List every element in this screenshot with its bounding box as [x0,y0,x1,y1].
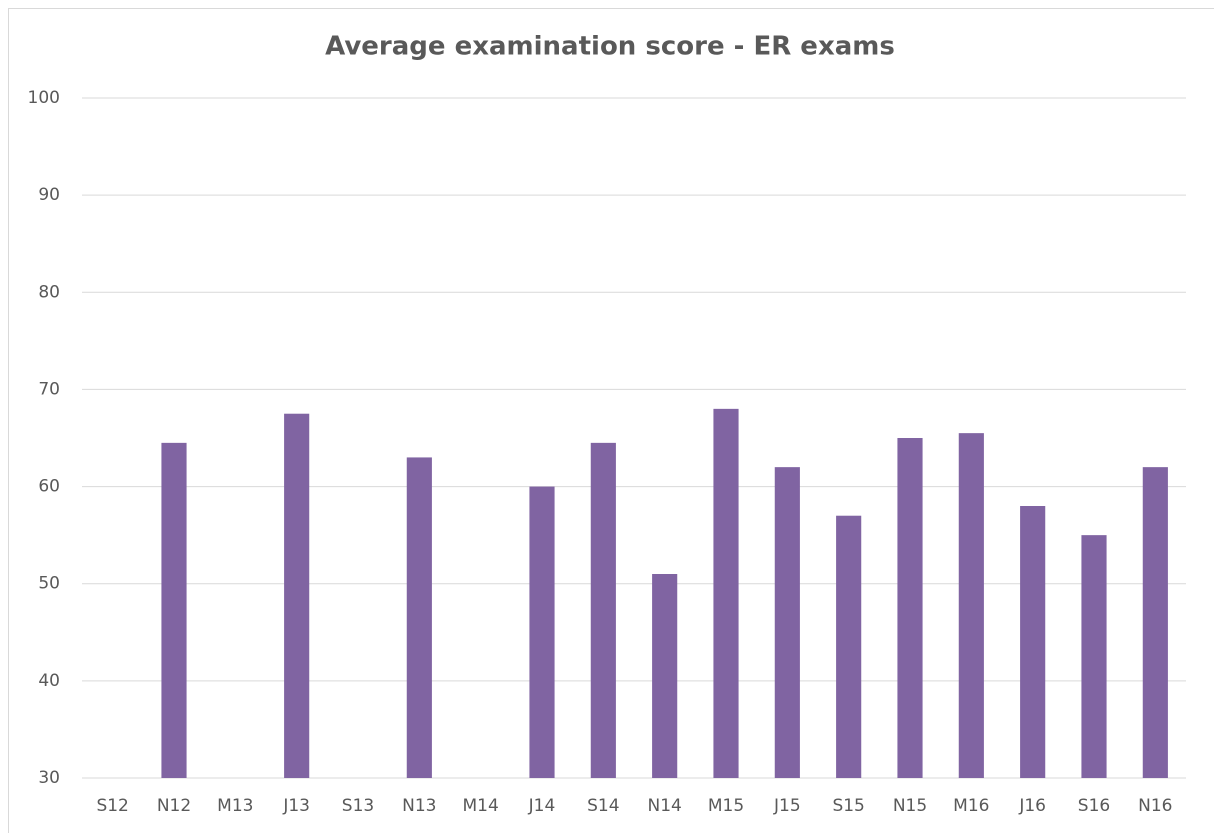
x-tick-label: S14 [587,796,619,816]
x-tick-label: N13 [402,796,436,816]
bar [284,413,310,778]
x-tick-label: N12 [157,796,191,816]
bar [1142,467,1168,778]
x-tick-label: M15 [708,796,744,816]
bar [774,467,800,778]
x-tick-label: N15 [893,796,927,816]
bar [836,515,862,778]
bar [713,408,739,778]
x-tick-label: M14 [463,796,499,816]
y-tick-label: 90 [38,185,60,205]
x-tick-label: S16 [1078,796,1110,816]
x-tick-label: M16 [953,796,989,816]
x-tick-label: N14 [647,796,681,816]
y-tick-label: 60 [38,477,60,497]
y-tick-label: 100 [28,88,60,108]
x-tick-label: J16 [1018,796,1046,816]
bar [1020,506,1046,778]
x-tick-label: S12 [96,796,128,816]
y-tick-label: 50 [38,574,60,594]
x-tick-label: J14 [528,796,556,816]
x-tick-label: M13 [217,796,253,816]
bar [958,433,984,778]
bar [1081,535,1107,778]
x-tick-label: J15 [773,796,801,816]
x-tick-label: N16 [1138,796,1172,816]
y-tick-label: 40 [38,671,60,691]
bar [161,442,187,778]
y-tick-label: 30 [38,768,60,788]
y-tick-label: 70 [38,379,60,399]
y-tick-label: 80 [38,282,60,302]
bar [406,457,432,778]
bar [590,442,616,778]
bar [529,486,555,778]
x-tick-label: S13 [342,796,374,816]
x-tick-label: J13 [282,796,310,816]
chart-title: Average examination score - ER exams [325,32,895,62]
bar [897,438,923,778]
x-tick-label: S15 [832,796,864,816]
bar [652,574,678,778]
